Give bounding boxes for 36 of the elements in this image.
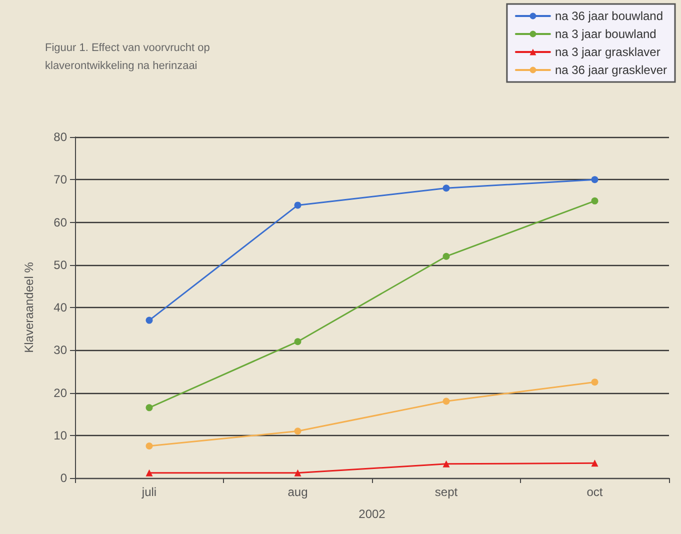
legend-label: na 36 jaar bouwland [554, 9, 664, 23]
y-tick-label: 60 [54, 215, 68, 230]
x-tick-label: oct [586, 485, 604, 499]
point [591, 197, 598, 204]
y-tick-label: 30 [54, 343, 68, 358]
y-tick-label: 70 [54, 172, 68, 187]
point [442, 252, 450, 260]
point [442, 460, 450, 468]
point [146, 469, 153, 476]
point [294, 202, 302, 209]
point [294, 338, 302, 346]
y-tick-label: 20 [54, 386, 68, 400]
point [294, 469, 302, 476]
point [146, 404, 153, 412]
x-tick-label: sept [434, 485, 458, 499]
point [146, 316, 153, 324]
y-tick-label: 40 [54, 300, 68, 314]
y-tick-label: 80 [54, 130, 68, 144]
point [442, 184, 450, 192]
x-tick-label: aug [288, 485, 308, 499]
y-tick-label: 50 [54, 258, 68, 272]
point [591, 176, 598, 184]
x-tick-label: juli [140, 485, 157, 499]
point [591, 378, 598, 386]
point [442, 398, 450, 405]
legend-label: na 36 jaar grasklever [554, 63, 668, 77]
y-axis-title: Klaveraandeel % [22, 262, 36, 353]
point [294, 428, 302, 435]
chart-title: Figuur 1. Effect van voorvrucht op klaverontwikkeling na herinzaai [45, 42, 213, 72]
point [591, 460, 598, 467]
y-tick-label: 0 [60, 471, 68, 485]
legend-label: na 3 jaar grasklaver [554, 45, 660, 59]
y-tick-label: 10 [54, 428, 68, 442]
x-axis-title: 2002 [358, 507, 386, 521]
legend-label: na 3 jaar bouwland [554, 27, 656, 41]
point [146, 442, 153, 450]
